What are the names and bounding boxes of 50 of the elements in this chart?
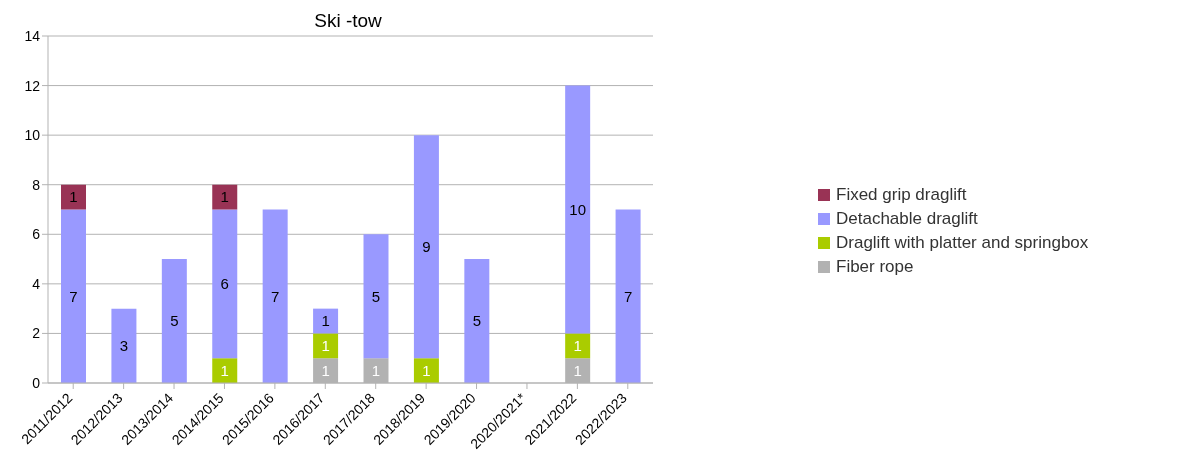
- bar: [61, 209, 86, 383]
- bar: [565, 85, 591, 334]
- legend-label: Fiber rope: [836, 257, 914, 277]
- bar: [212, 358, 238, 383]
- bar: [111, 308, 137, 383]
- bar: [413, 358, 439, 383]
- data-label: 1: [573, 337, 582, 355]
- data-label: 1: [321, 312, 330, 330]
- y-tick-label: 0: [32, 374, 41, 391]
- data-label: 5: [472, 312, 482, 330]
- data-label: 5: [170, 312, 179, 330]
- y-tick-label: 8: [32, 176, 41, 193]
- bar: [262, 209, 288, 383]
- bar: [565, 333, 591, 359]
- bar: [615, 209, 641, 383]
- data-label: 1: [220, 188, 229, 206]
- legend-label: Fixed grip draglift: [836, 185, 967, 205]
- data-label: 1: [220, 361, 229, 379]
- data-label: 7: [270, 287, 280, 305]
- y-tick-label: 10: [24, 127, 41, 144]
- data-label: 1: [321, 361, 330, 379]
- y-tick-label: 14: [24, 27, 41, 44]
- bar: [313, 333, 339, 359]
- bar: [212, 209, 238, 359]
- y-tick-label: 6: [32, 226, 41, 243]
- data-label: 1: [321, 337, 330, 355]
- bar: [61, 184, 86, 210]
- bar: [212, 184, 238, 210]
- data-label: 1: [422, 361, 431, 379]
- legend-label: Detachable draglift: [836, 209, 978, 229]
- y-tick-label: 12: [24, 77, 41, 94]
- bar: [161, 259, 187, 383]
- data-label: 1: [69, 188, 78, 206]
- data-label: 1: [573, 361, 582, 379]
- data-label: 3: [119, 337, 129, 355]
- bar: [363, 234, 389, 359]
- y-tick-label: 2: [32, 325, 41, 342]
- data-label: 1: [371, 361, 381, 379]
- data-label: 6: [220, 275, 229, 293]
- bar: [413, 135, 439, 359]
- legend-label: Draglift with platter and springbox: [836, 233, 1089, 253]
- data-label: 5: [371, 287, 381, 305]
- bar: [464, 259, 490, 383]
- bar: [313, 308, 339, 334]
- chart-title: Ski -tow: [314, 10, 382, 31]
- y-tick-label: 4: [32, 275, 41, 292]
- data-label: 7: [623, 287, 633, 305]
- data-label: 9: [422, 238, 431, 255]
- data-label: 10: [569, 200, 587, 218]
- data-label: 7: [69, 287, 78, 305]
